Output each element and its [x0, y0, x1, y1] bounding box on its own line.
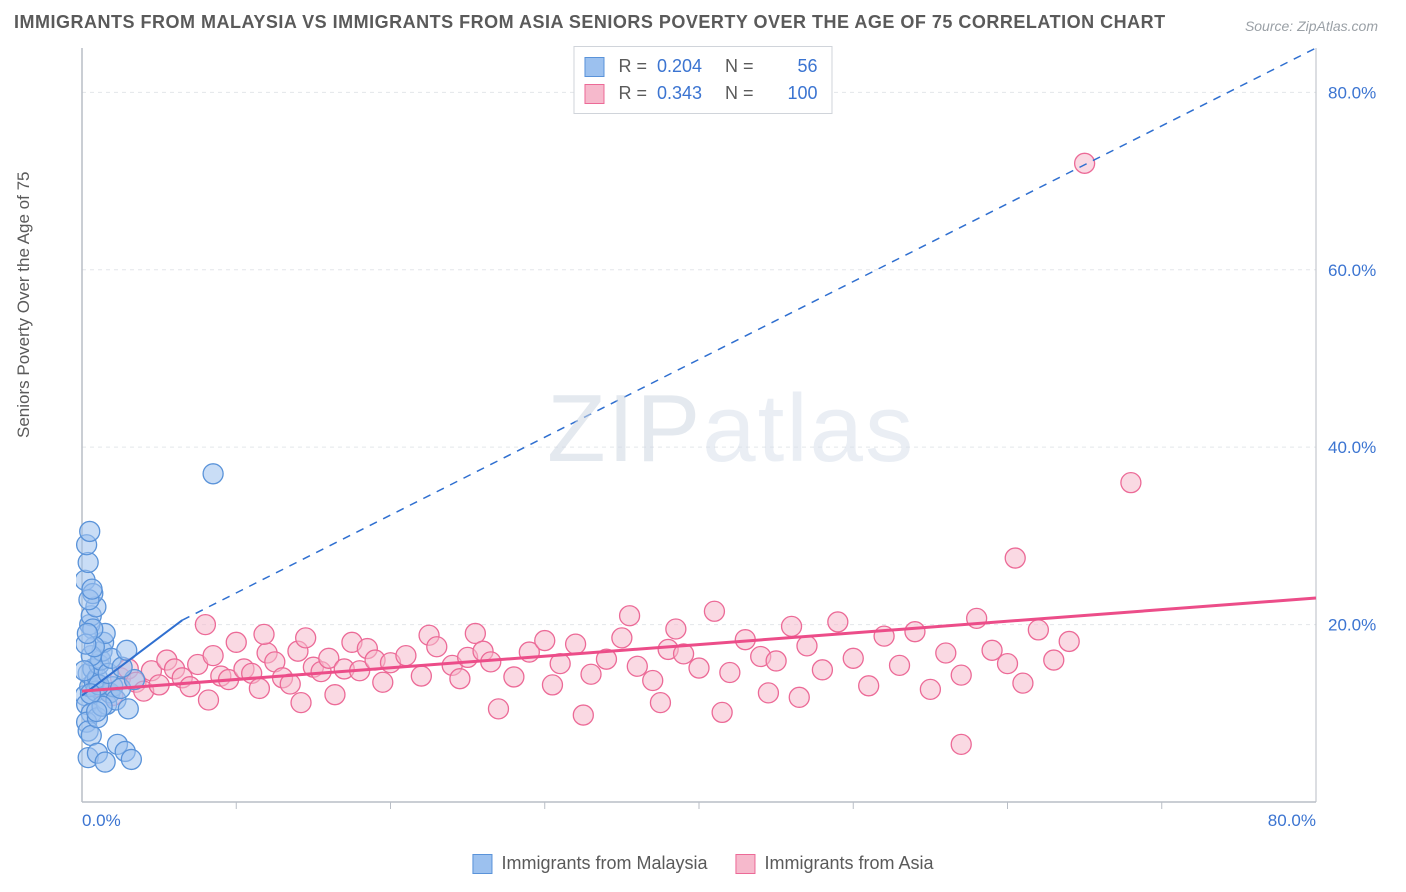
- r-label: R =: [618, 80, 647, 107]
- legend-swatch: [584, 57, 604, 77]
- legend-label: Immigrants from Malaysia: [501, 853, 707, 874]
- r-label: R =: [618, 53, 647, 80]
- svg-text:0.0%: 0.0%: [82, 811, 121, 830]
- series-legend-item: Immigrants from Malaysia: [472, 853, 707, 874]
- legend-row: R = 0.204 N = 56: [584, 53, 817, 80]
- svg-text:20.0%: 20.0%: [1328, 616, 1376, 635]
- y-axis-label: Seniors Poverty Over the Age of 75: [14, 172, 34, 438]
- correlation-legend: R = 0.204 N = 56 R = 0.343 N = 100: [573, 46, 832, 114]
- legend-row: R = 0.343 N = 100: [584, 80, 817, 107]
- svg-text:80.0%: 80.0%: [1328, 83, 1376, 102]
- chart-title: IMMIGRANTS FROM MALAYSIA VS IMMIGRANTS F…: [14, 12, 1166, 33]
- svg-text:60.0%: 60.0%: [1328, 261, 1376, 280]
- series-legend: Immigrants from Malaysia Immigrants from …: [472, 853, 933, 874]
- plot-area: ZIPatlas 20.0%40.0%60.0%80.0%0.0%80.0%: [76, 44, 1386, 832]
- legend-swatch: [584, 84, 604, 104]
- svg-text:80.0%: 80.0%: [1268, 811, 1316, 830]
- legend-swatch: [736, 854, 756, 874]
- n-value: 100: [764, 80, 818, 107]
- n-value: 56: [764, 53, 818, 80]
- scatter-chart: 20.0% 40.0% 60.0% 80.0% 0.0% 80.0%: [76, 44, 1386, 832]
- r-value: 0.343: [657, 80, 711, 107]
- svg-text:40.0%: 40.0%: [1328, 438, 1376, 457]
- legend-label: Immigrants from Asia: [765, 853, 934, 874]
- chart-container: Seniors Poverty Over the Age of 75 ZIPat…: [22, 44, 1386, 832]
- r-value: 0.204: [657, 53, 711, 80]
- n-label: N =: [725, 80, 754, 107]
- legend-swatch: [472, 854, 492, 874]
- series-legend-item: Immigrants from Asia: [736, 853, 934, 874]
- source-attribution: Source: ZipAtlas.com: [1245, 18, 1378, 34]
- n-label: N =: [725, 53, 754, 80]
